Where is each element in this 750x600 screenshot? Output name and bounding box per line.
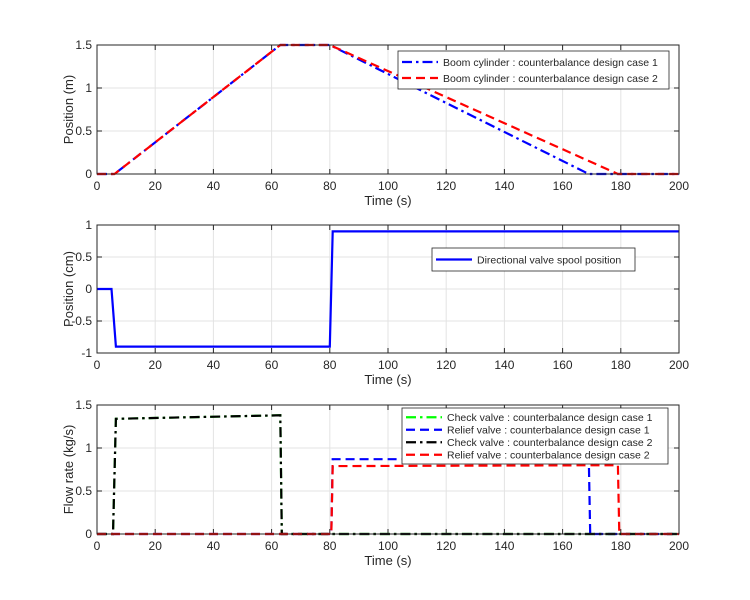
x-tick-label: 160 — [553, 358, 573, 372]
axes-box — [96, 404, 680, 535]
x-tick-label: 140 — [494, 179, 514, 193]
legend-entry-label: Check valve : counterbalance design case… — [447, 437, 653, 449]
chart-panel-2: 0 20 40 60 80 100 120 140 160 180 200 -1 -0.5 0 0.5 1 Ti… — [61, 218, 689, 387]
x-tick-label: 40 — [207, 358, 221, 372]
x-tick-label: 120 — [436, 539, 456, 553]
x-tick-label: 100 — [378, 539, 398, 553]
x-tick-label: 20 — [149, 179, 163, 193]
legend-box — [401, 407, 669, 465]
x-tick-label: 180 — [611, 539, 631, 553]
x-axis-label: Time (s) — [364, 372, 411, 387]
y-axis-label: Flow rate (kg/s) — [61, 425, 76, 515]
x-tick-label: 20 — [149, 539, 163, 553]
y-tick-label: 0 — [85, 282, 92, 296]
legend-entry-label: Relief valve : counterbalance design cas… — [447, 425, 650, 437]
x-tick-label: 200 — [669, 179, 689, 193]
x-tick-label: 0 — [94, 179, 101, 193]
axes-box — [96, 44, 680, 175]
legend-entry-label: Directional valve spool position — [477, 254, 621, 266]
y-tick-label: -0.5 — [71, 314, 92, 328]
x-tick-label: 140 — [494, 358, 514, 372]
y-tick-label: 1.5 — [75, 398, 92, 412]
x-tick-label: 200 — [669, 358, 689, 372]
legend-entry-label: Check valve : counterbalance design case… — [447, 412, 653, 424]
chart-panel-3: 0 20 40 60 80 100 120 140 160 180 200 0 0.5 1 1.5 Time … — [61, 398, 689, 568]
y-tick-label: 1 — [85, 441, 92, 455]
y-tick-label: 1 — [85, 218, 92, 232]
series-line-1 — [97, 230, 679, 348]
y-tick-label: 0.5 — [75, 250, 92, 264]
x-tick-label: 60 — [265, 539, 279, 553]
y-tick-label: 0.5 — [75, 124, 92, 138]
y-tick-label: 1.5 — [75, 38, 92, 52]
x-tick-label: 180 — [611, 358, 631, 372]
x-tick-label: 160 — [553, 539, 573, 553]
x-tick-label: 40 — [207, 539, 221, 553]
y-tick-label: -1 — [81, 346, 92, 360]
x-tick-label: 20 — [149, 358, 163, 372]
y-tick-label: 1 — [85, 81, 92, 95]
legend-entry-label: Boom cylinder : counterbalance design ca… — [443, 73, 658, 85]
y-tick-label: 0.5 — [75, 484, 92, 498]
x-axis-label: Time (s) — [364, 553, 411, 568]
x-tick-label: 100 — [378, 358, 398, 372]
y-tick-label: 0 — [85, 527, 92, 541]
x-tick-label: 120 — [436, 179, 456, 193]
x-tick-label: 120 — [436, 358, 456, 372]
x-tick-label: 40 — [207, 179, 221, 193]
x-tick-label: 0 — [94, 358, 101, 372]
x-tick-label: 80 — [323, 539, 337, 553]
legend-entry-label: Relief valve : counterbalance design cas… — [447, 450, 650, 462]
x-tick-label: 200 — [669, 539, 689, 553]
x-tick-label: 0 — [94, 539, 101, 553]
x-tick-label: 80 — [323, 358, 337, 372]
x-tick-label: 180 — [611, 179, 631, 193]
x-axis-label: Time (s) — [364, 193, 411, 208]
legend: Boom cylinder : counterbalance design ca… — [397, 50, 670, 90]
x-tick-label: 60 — [265, 358, 279, 372]
x-tick-label: 60 — [265, 179, 279, 193]
x-tick-label: 100 — [378, 179, 398, 193]
y-tick-label: 0 — [85, 167, 92, 181]
y-axis-label: Position (m) — [61, 75, 76, 144]
y-axis-label: Position (cm) — [61, 251, 76, 327]
legend: Check valve : counterbalance design case… — [401, 407, 669, 465]
legend: Directional valve spool position — [431, 247, 636, 272]
chart-panel-1: 0 20 40 60 80 100 120 140 160 180 200 0 0.5 1 1.5 Time … — [61, 38, 689, 208]
x-tick-label: 140 — [494, 539, 514, 553]
legend-entry-label: Boom cylinder : counterbalance design ca… — [443, 57, 658, 69]
x-tick-label: 160 — [553, 179, 573, 193]
legend-box — [431, 247, 636, 272]
x-tick-label: 80 — [323, 179, 337, 193]
axes-box — [96, 224, 680, 354]
legend-box — [397, 50, 670, 90]
